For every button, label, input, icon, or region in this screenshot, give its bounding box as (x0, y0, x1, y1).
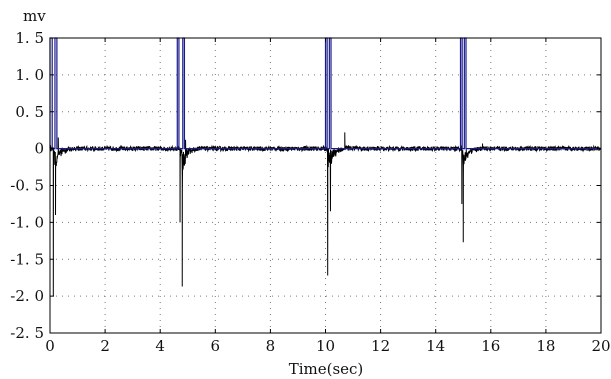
chart-series (49, 37, 602, 297)
pulse-line (49, 37, 601, 150)
y-tick-label: 1. 0 (15, 66, 44, 84)
y-tick-label: -0. 5 (10, 177, 44, 195)
x-tick-label: 2 (100, 337, 110, 355)
x-tick-label: 16 (481, 337, 500, 355)
signal-line (49, 132, 602, 297)
y-tick-label: -1. 5 (10, 250, 44, 268)
x-tick-label: 18 (536, 337, 555, 355)
x-tick-label: 10 (316, 337, 335, 355)
y-axis-ticks: 1. 5 1. 0 0. 5 0 -0. 5 -1. 0 -1. 5 -2. 0 -2. 5 (10, 29, 601, 342)
x-tick-label: 6 (211, 337, 221, 355)
y-tick-label: 0. 5 (15, 103, 44, 121)
x-axis-label: Time(sec) (289, 360, 364, 378)
x-tick-label: 4 (155, 337, 165, 355)
x-axis-ticks: 0 2 4 6 8 10 12 14 16 18 20 (45, 38, 611, 355)
y-tick-label: 0 (34, 140, 44, 158)
x-tick-label: 12 (371, 337, 390, 355)
y-tick-label: -2. 0 (10, 287, 44, 305)
x-tick-label: 20 (591, 337, 610, 355)
y-tick-label: -2. 5 (10, 324, 44, 342)
y-axis-label: mv (23, 7, 46, 25)
x-tick-label: 0 (45, 337, 55, 355)
y-tick-label: -1. 0 (10, 213, 44, 231)
y-tick-label: 1. 5 (15, 29, 44, 47)
x-tick-label: 8 (266, 337, 276, 355)
x-tick-label: 14 (426, 337, 445, 355)
